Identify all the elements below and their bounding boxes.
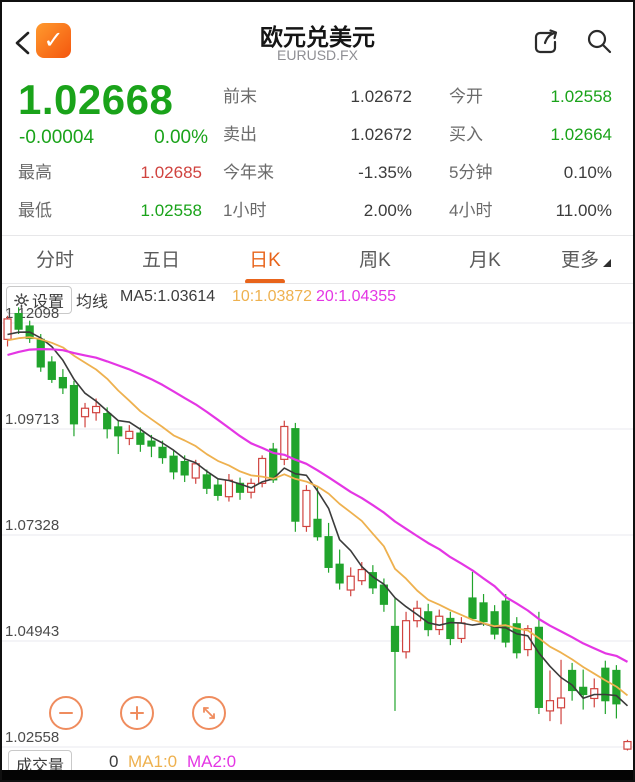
page-title: 欧元兑美元 <box>260 24 375 50</box>
stat-label: 5分钟 <box>449 163 493 182</box>
ma20-readout: 20:1.04355 <box>316 288 397 305</box>
home-indicator-bar <box>2 770 633 780</box>
volume-value: 0 <box>109 752 119 771</box>
indicator-settings-button[interactable]: 设置 <box>6 286 73 314</box>
tab-daily-k[interactable]: 日K <box>223 245 307 284</box>
last-price: 1.02668 <box>18 76 174 123</box>
volume-ma1-readout: MA1:0 <box>128 752 178 771</box>
svg-text:1.04943: 1.04943 <box>5 623 59 640</box>
tab-more[interactable]: 更多 <box>560 250 599 271</box>
svg-text:1.02558: 1.02558 <box>5 729 59 746</box>
divider <box>2 235 633 236</box>
divider <box>2 283 633 284</box>
stat-value: 1.02672 <box>350 125 412 144</box>
tab-5day[interactable]: 五日 <box>141 250 180 271</box>
stat-label: 今开 <box>449 87 483 106</box>
magnifier-icon <box>587 29 612 54</box>
volume-ma2-readout: MA2:0 <box>187 752 237 771</box>
stat-value: 1.02664 <box>550 125 612 144</box>
stat-value: 1.02558 <box>140 201 202 220</box>
zoom-out-button[interactable] <box>49 696 83 730</box>
price-change: -0.00004 <box>19 127 95 148</box>
gear-icon <box>14 292 29 308</box>
svg-text:1.12098: 1.12098 <box>5 305 59 322</box>
tab-monthly-k[interactable]: 月K <box>469 250 501 271</box>
fullscreen-expand-button[interactable] <box>192 696 226 730</box>
stat-value: -1.35% <box>358 163 412 182</box>
share-export-icon <box>534 29 558 54</box>
symbol-subtitle: EURUSD.FX <box>277 47 358 63</box>
tab-timeline[interactable]: 分时 <box>35 250 74 271</box>
ma5-readout: MA5:1.03614 <box>120 288 216 305</box>
stat-label: 买入 <box>449 125 483 144</box>
stat-value: 1.02685 <box>140 163 202 182</box>
ma10-readout: 10:1.03872 <box>232 288 313 305</box>
minus-circle-icon <box>59 712 73 714</box>
stat-label: 前末 <box>223 87 257 106</box>
settings-label: 设置 <box>32 294 65 311</box>
price-change-pct: 0.00% <box>154 127 208 148</box>
stat-value: 1.02558 <box>550 87 612 106</box>
triangle-corner-icon <box>603 259 611 267</box>
share-button[interactable] <box>529 25 563 59</box>
diagonal-arrows-expand-icon <box>203 707 215 719</box>
app-logo-icon[interactable]: ✓ <box>36 23 71 58</box>
stat-label: 1小时 <box>223 201 267 220</box>
kline-chart[interactable]: 1.12098 1.09713 1.07328 1.04943 1.02558 <box>2 302 633 752</box>
zoom-in-button[interactable] <box>120 696 154 730</box>
stat-label: 最高 <box>18 163 52 182</box>
stat-label: 卖出 <box>223 125 257 144</box>
stat-value: 1.02672 <box>350 87 412 106</box>
ma-group-title: 均线 <box>76 294 109 311</box>
svg-text:1.07328: 1.07328 <box>5 517 59 534</box>
tab-weekly-k[interactable]: 周K <box>359 250 391 271</box>
search-button[interactable] <box>583 25 617 59</box>
svg-text:1.09713: 1.09713 <box>5 411 59 428</box>
plus-circle-icon <box>130 706 144 720</box>
stat-label: 4小时 <box>449 201 493 220</box>
stat-value: 11.00% <box>555 201 612 220</box>
stat-label: 最低 <box>18 201 52 220</box>
stat-label: 今年来 <box>223 163 274 182</box>
checkmark-glyph: ✓ <box>43 27 64 54</box>
kline-canvas[interactable]: 1.12098 1.09713 1.07328 1.04943 1.02558 <box>2 302 633 752</box>
back-button[interactable] <box>10 26 36 60</box>
stat-value: 0.10% <box>563 163 612 182</box>
chevron-left-icon <box>15 31 30 55</box>
stat-value: 2.00% <box>363 201 412 220</box>
